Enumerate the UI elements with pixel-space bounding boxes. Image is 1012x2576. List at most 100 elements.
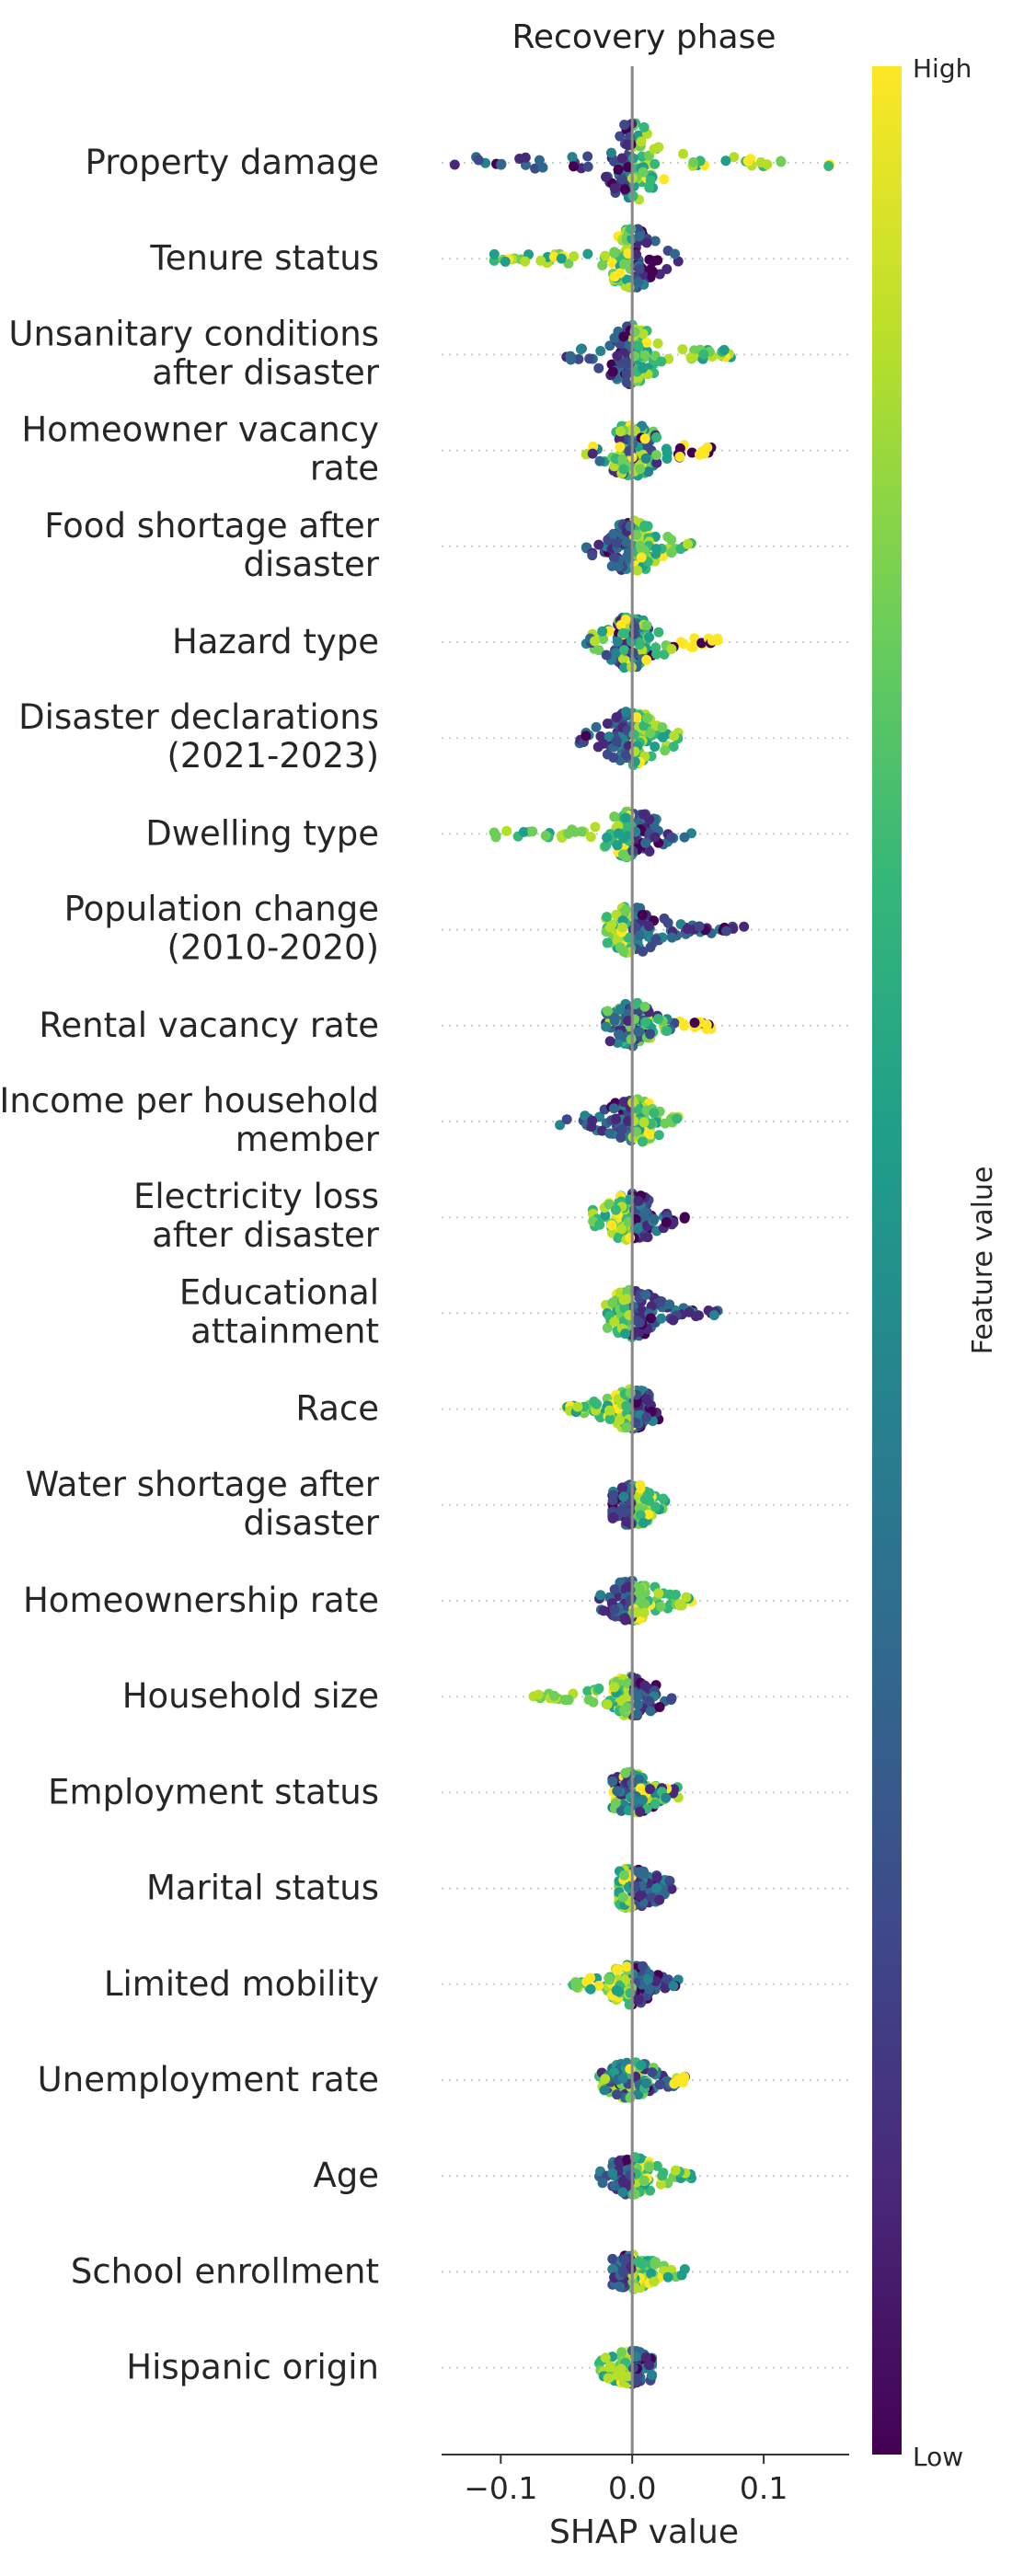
shap-point bbox=[653, 1130, 664, 1141]
shap-point bbox=[638, 121, 650, 132]
shap-point bbox=[650, 642, 661, 653]
colorbar-label: Feature value bbox=[967, 1167, 999, 1355]
shap-point bbox=[659, 649, 670, 660]
shap-point bbox=[635, 540, 646, 551]
shap-point bbox=[587, 448, 598, 459]
shap-point bbox=[596, 1125, 607, 1136]
shap-point bbox=[666, 535, 677, 546]
shap-point bbox=[635, 464, 646, 475]
shap-point bbox=[640, 1017, 651, 1028]
shap-point bbox=[601, 650, 612, 661]
shap-point bbox=[619, 645, 630, 656]
shap-point bbox=[611, 537, 622, 548]
shap-point bbox=[622, 2154, 633, 2165]
shap-point bbox=[686, 641, 697, 652]
shap-point bbox=[661, 453, 673, 464]
shap-point bbox=[643, 1509, 654, 1520]
shap-point bbox=[621, 1961, 632, 1972]
shap-point bbox=[657, 722, 668, 733]
shap-point bbox=[618, 331, 629, 342]
shap-point bbox=[593, 645, 604, 656]
shap-point bbox=[670, 2165, 681, 2176]
shap-point bbox=[612, 351, 623, 362]
shap-point bbox=[582, 161, 593, 172]
shap-point bbox=[641, 620, 652, 631]
shap-point bbox=[604, 1974, 615, 1985]
shap-point bbox=[651, 2160, 662, 2171]
shap-point bbox=[617, 2073, 628, 2084]
shap-point bbox=[582, 151, 593, 162]
shap-point bbox=[720, 155, 731, 167]
shap-point bbox=[645, 728, 656, 739]
shap-point bbox=[592, 1398, 603, 1409]
shap-point bbox=[665, 1694, 676, 1705]
shap-point bbox=[638, 2175, 650, 2186]
shap-point bbox=[602, 937, 613, 949]
shap-point bbox=[679, 832, 690, 843]
feature-label: Race bbox=[295, 1389, 379, 1429]
shap-point bbox=[646, 1313, 657, 1324]
shap-point bbox=[609, 1013, 620, 1024]
shap-point bbox=[633, 277, 644, 288]
shap-point bbox=[661, 1792, 672, 1803]
feature-label: disaster bbox=[244, 545, 380, 584]
shap-point bbox=[615, 2363, 627, 2375]
shap-point bbox=[625, 521, 636, 532]
shap-point bbox=[619, 662, 630, 673]
shap-point bbox=[580, 1110, 591, 1121]
shap-point bbox=[590, 636, 601, 647]
feature-label: after disaster bbox=[152, 352, 380, 392]
shap-point bbox=[614, 433, 625, 444]
shap-point bbox=[636, 136, 647, 147]
shap-point bbox=[657, 2170, 668, 2181]
shap-point bbox=[594, 1219, 605, 1230]
shap-point bbox=[617, 454, 628, 465]
shap-point bbox=[658, 1493, 669, 1504]
shap-point bbox=[613, 164, 624, 175]
shap-point bbox=[608, 1489, 619, 1501]
shap-point bbox=[638, 328, 649, 339]
shap-point bbox=[569, 161, 580, 172]
shap-point bbox=[633, 1026, 644, 1037]
shap-point bbox=[609, 1317, 620, 1328]
shap-point bbox=[609, 156, 620, 167]
shap-point bbox=[618, 259, 629, 270]
shap-point bbox=[637, 1136, 648, 1147]
shap-point bbox=[597, 739, 608, 750]
shap-point bbox=[664, 1875, 675, 1886]
shap-point bbox=[638, 720, 650, 731]
feature-label: Household size bbox=[122, 1676, 379, 1716]
shap-point bbox=[593, 539, 604, 550]
shap-point bbox=[616, 1123, 627, 1134]
shap-point bbox=[635, 1510, 646, 1521]
shap-point bbox=[608, 1103, 619, 1114]
shap-point bbox=[518, 826, 529, 837]
shap-point bbox=[617, 627, 628, 638]
shap-point bbox=[661, 1216, 672, 1227]
shap-point bbox=[604, 1036, 615, 1047]
shap-point bbox=[664, 1299, 675, 1310]
shap-point bbox=[651, 457, 662, 468]
shap-point bbox=[609, 1584, 620, 1595]
shap-point bbox=[644, 632, 655, 643]
shap-point bbox=[652, 255, 663, 266]
shap-point bbox=[583, 1695, 594, 1706]
shap-point bbox=[644, 1784, 655, 1795]
shap-point bbox=[540, 830, 551, 841]
shap-point bbox=[702, 442, 713, 453]
shap-point bbox=[620, 1615, 631, 1626]
scatter-points bbox=[449, 118, 835, 2389]
shap-point bbox=[602, 719, 613, 730]
feature-rows: Property damage Tenure status Unsanitary c… bbox=[0, 143, 849, 2387]
shap-point bbox=[616, 153, 627, 164]
shap-point bbox=[661, 1026, 673, 1037]
shap-point bbox=[656, 1313, 667, 1324]
shap-point bbox=[520, 152, 531, 163]
shap-point bbox=[608, 552, 619, 563]
shap-point bbox=[618, 2267, 629, 2278]
shap-point bbox=[672, 1113, 683, 1124]
shap-point bbox=[563, 1695, 574, 1706]
shap-point bbox=[615, 426, 627, 437]
shap-point bbox=[638, 1117, 650, 1128]
shap-point bbox=[632, 565, 643, 576]
